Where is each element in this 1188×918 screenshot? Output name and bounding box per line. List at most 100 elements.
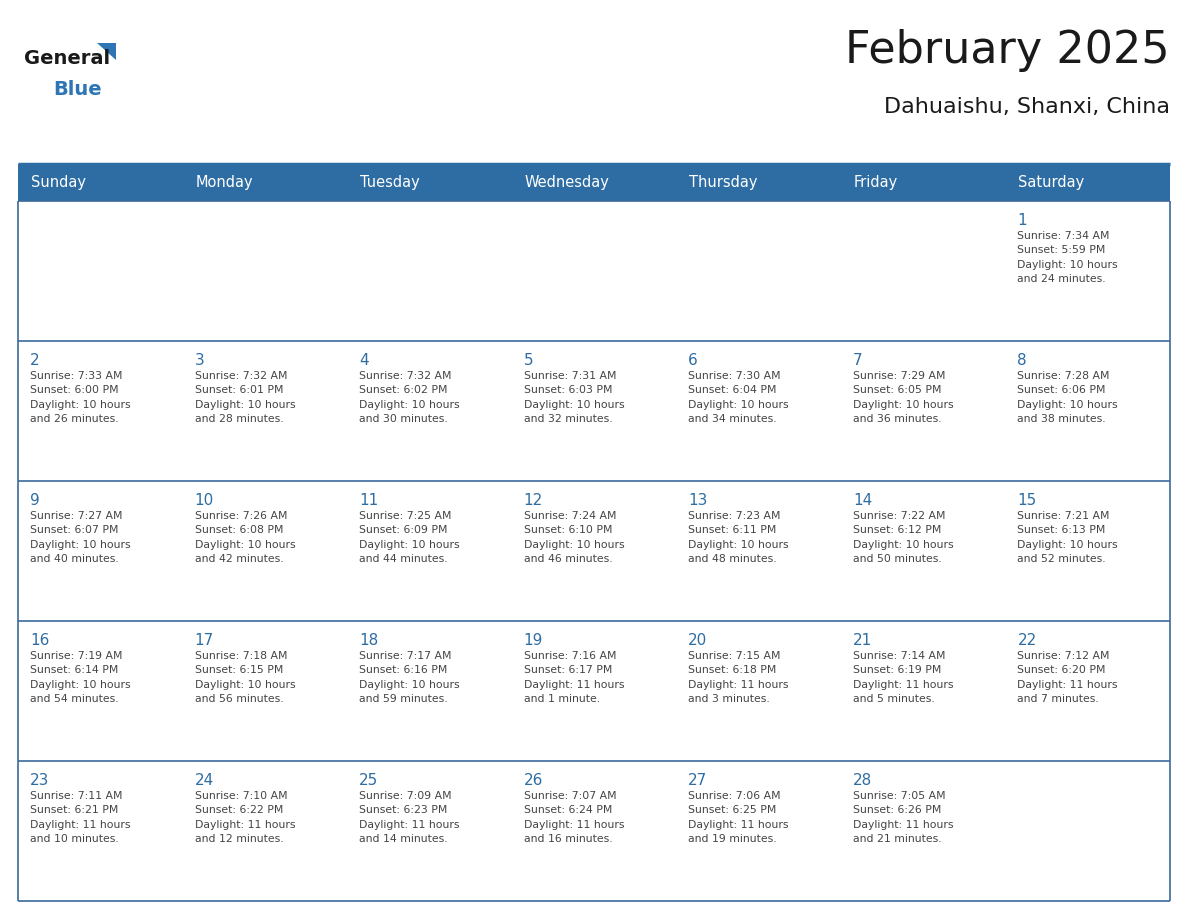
Bar [18, 201, 183, 341]
Text: 18: 18 [359, 633, 379, 648]
Bar [1005, 761, 1170, 901]
Text: 17: 17 [195, 633, 214, 648]
Bar [18, 341, 183, 481]
Bar [1005, 621, 1170, 761]
Text: 14: 14 [853, 493, 872, 508]
Text: General: General [24, 50, 110, 69]
Text: Dahuaishu, Shanxi, China: Dahuaishu, Shanxi, China [884, 97, 1170, 117]
Bar [1005, 201, 1170, 341]
Bar [512, 481, 676, 621]
Text: 6: 6 [688, 353, 699, 368]
Text: 9: 9 [30, 493, 39, 508]
Text: Sunrise: 7:05 AM
Sunset: 6:26 PM
Daylight: 11 hours
and 21 minutes.: Sunrise: 7:05 AM Sunset: 6:26 PM Dayligh… [853, 791, 953, 845]
Bar [18, 621, 183, 761]
Text: Sunrise: 7:30 AM
Sunset: 6:04 PM
Daylight: 10 hours
and 34 minutes.: Sunrise: 7:30 AM Sunset: 6:04 PM Dayligh… [688, 371, 789, 424]
Text: Sunrise: 7:31 AM
Sunset: 6:03 PM
Daylight: 10 hours
and 32 minutes.: Sunrise: 7:31 AM Sunset: 6:03 PM Dayligh… [524, 371, 625, 424]
Bar [183, 341, 347, 481]
Text: Tuesday: Tuesday [360, 175, 419, 190]
Text: Sunrise: 7:18 AM
Sunset: 6:15 PM
Daylight: 10 hours
and 56 minutes.: Sunrise: 7:18 AM Sunset: 6:15 PM Dayligh… [195, 651, 295, 704]
Bar [347, 621, 512, 761]
Bar [183, 201, 347, 341]
Text: February 2025: February 2025 [846, 28, 1170, 72]
Bar [18, 164, 183, 201]
Text: 11: 11 [359, 493, 379, 508]
Text: Sunrise: 7:17 AM
Sunset: 6:16 PM
Daylight: 10 hours
and 59 minutes.: Sunrise: 7:17 AM Sunset: 6:16 PM Dayligh… [359, 651, 460, 704]
Text: 23: 23 [30, 773, 50, 788]
Text: 10: 10 [195, 493, 214, 508]
Text: Sunrise: 7:25 AM
Sunset: 6:09 PM
Daylight: 10 hours
and 44 minutes.: Sunrise: 7:25 AM Sunset: 6:09 PM Dayligh… [359, 511, 460, 565]
Bar [841, 341, 1005, 481]
Bar [347, 341, 512, 481]
Bar [1005, 341, 1170, 481]
Text: 3: 3 [195, 353, 204, 368]
Text: Wednesday: Wednesday [525, 175, 609, 190]
Text: Sunrise: 7:27 AM
Sunset: 6:07 PM
Daylight: 10 hours
and 40 minutes.: Sunrise: 7:27 AM Sunset: 6:07 PM Dayligh… [30, 511, 131, 565]
Text: Sunrise: 7:29 AM
Sunset: 6:05 PM
Daylight: 10 hours
and 36 minutes.: Sunrise: 7:29 AM Sunset: 6:05 PM Dayligh… [853, 371, 954, 424]
Text: Sunrise: 7:24 AM
Sunset: 6:10 PM
Daylight: 10 hours
and 46 minutes.: Sunrise: 7:24 AM Sunset: 6:10 PM Dayligh… [524, 511, 625, 565]
Text: Sunrise: 7:33 AM
Sunset: 6:00 PM
Daylight: 10 hours
and 26 minutes.: Sunrise: 7:33 AM Sunset: 6:00 PM Dayligh… [30, 371, 131, 424]
Bar [183, 621, 347, 761]
Text: 28: 28 [853, 773, 872, 788]
Bar [183, 164, 347, 201]
Bar [841, 481, 1005, 621]
Text: 16: 16 [30, 633, 50, 648]
Bar [841, 621, 1005, 761]
Text: Saturday: Saturday [1018, 175, 1085, 190]
Text: 25: 25 [359, 773, 379, 788]
Text: Monday: Monday [196, 175, 253, 190]
Text: 1: 1 [1017, 213, 1028, 228]
Bar [841, 761, 1005, 901]
Polygon shape [97, 42, 116, 60]
Bar [676, 761, 841, 901]
Text: Sunrise: 7:11 AM
Sunset: 6:21 PM
Daylight: 11 hours
and 10 minutes.: Sunrise: 7:11 AM Sunset: 6:21 PM Dayligh… [30, 791, 131, 845]
Bar [183, 761, 347, 901]
Bar [676, 201, 841, 341]
Text: Sunrise: 7:12 AM
Sunset: 6:20 PM
Daylight: 11 hours
and 7 minutes.: Sunrise: 7:12 AM Sunset: 6:20 PM Dayligh… [1017, 651, 1118, 704]
Bar [347, 761, 512, 901]
Text: 26: 26 [524, 773, 543, 788]
Text: Sunrise: 7:34 AM
Sunset: 5:59 PM
Daylight: 10 hours
and 24 minutes.: Sunrise: 7:34 AM Sunset: 5:59 PM Dayligh… [1017, 231, 1118, 285]
Text: Sunrise: 7:15 AM
Sunset: 6:18 PM
Daylight: 11 hours
and 3 minutes.: Sunrise: 7:15 AM Sunset: 6:18 PM Dayligh… [688, 651, 789, 704]
Bar [512, 621, 676, 761]
Text: 22: 22 [1017, 633, 1037, 648]
Bar [183, 481, 347, 621]
Bar [18, 761, 183, 901]
Text: Sunrise: 7:21 AM
Sunset: 6:13 PM
Daylight: 10 hours
and 52 minutes.: Sunrise: 7:21 AM Sunset: 6:13 PM Dayligh… [1017, 511, 1118, 565]
Text: Sunrise: 7:06 AM
Sunset: 6:25 PM
Daylight: 11 hours
and 19 minutes.: Sunrise: 7:06 AM Sunset: 6:25 PM Dayligh… [688, 791, 789, 845]
Text: Sunrise: 7:09 AM
Sunset: 6:23 PM
Daylight: 11 hours
and 14 minutes.: Sunrise: 7:09 AM Sunset: 6:23 PM Dayligh… [359, 791, 460, 845]
Bar [512, 761, 676, 901]
Bar [841, 164, 1005, 201]
Bar [512, 164, 676, 201]
Bar [1005, 481, 1170, 621]
Text: Friday: Friday [854, 175, 898, 190]
Text: 19: 19 [524, 633, 543, 648]
Bar [676, 481, 841, 621]
Text: 12: 12 [524, 493, 543, 508]
Text: 15: 15 [1017, 493, 1037, 508]
Text: Sunrise: 7:14 AM
Sunset: 6:19 PM
Daylight: 11 hours
and 5 minutes.: Sunrise: 7:14 AM Sunset: 6:19 PM Dayligh… [853, 651, 953, 704]
Text: Sunrise: 7:07 AM
Sunset: 6:24 PM
Daylight: 11 hours
and 16 minutes.: Sunrise: 7:07 AM Sunset: 6:24 PM Dayligh… [524, 791, 624, 845]
Text: 8: 8 [1017, 353, 1028, 368]
Bar [676, 164, 841, 201]
Bar [676, 341, 841, 481]
Text: Sunday: Sunday [31, 175, 86, 190]
Text: Sunrise: 7:23 AM
Sunset: 6:11 PM
Daylight: 10 hours
and 48 minutes.: Sunrise: 7:23 AM Sunset: 6:11 PM Dayligh… [688, 511, 789, 565]
Text: 27: 27 [688, 773, 708, 788]
Bar [347, 164, 512, 201]
Bar [841, 201, 1005, 341]
Text: Sunrise: 7:10 AM
Sunset: 6:22 PM
Daylight: 11 hours
and 12 minutes.: Sunrise: 7:10 AM Sunset: 6:22 PM Dayligh… [195, 791, 295, 845]
Text: Thursday: Thursday [689, 175, 758, 190]
Text: Sunrise: 7:22 AM
Sunset: 6:12 PM
Daylight: 10 hours
and 50 minutes.: Sunrise: 7:22 AM Sunset: 6:12 PM Dayligh… [853, 511, 954, 565]
Text: Sunrise: 7:32 AM
Sunset: 6:01 PM
Daylight: 10 hours
and 28 minutes.: Sunrise: 7:32 AM Sunset: 6:01 PM Dayligh… [195, 371, 295, 424]
Text: 20: 20 [688, 633, 708, 648]
Text: Blue: Blue [53, 80, 102, 98]
Text: Sunrise: 7:28 AM
Sunset: 6:06 PM
Daylight: 10 hours
and 38 minutes.: Sunrise: 7:28 AM Sunset: 6:06 PM Dayligh… [1017, 371, 1118, 424]
Text: 24: 24 [195, 773, 214, 788]
Bar [676, 621, 841, 761]
Text: 21: 21 [853, 633, 872, 648]
Text: 7: 7 [853, 353, 862, 368]
Bar [347, 201, 512, 341]
Bar [512, 201, 676, 341]
Bar [347, 481, 512, 621]
Text: Sunrise: 7:26 AM
Sunset: 6:08 PM
Daylight: 10 hours
and 42 minutes.: Sunrise: 7:26 AM Sunset: 6:08 PM Dayligh… [195, 511, 295, 565]
